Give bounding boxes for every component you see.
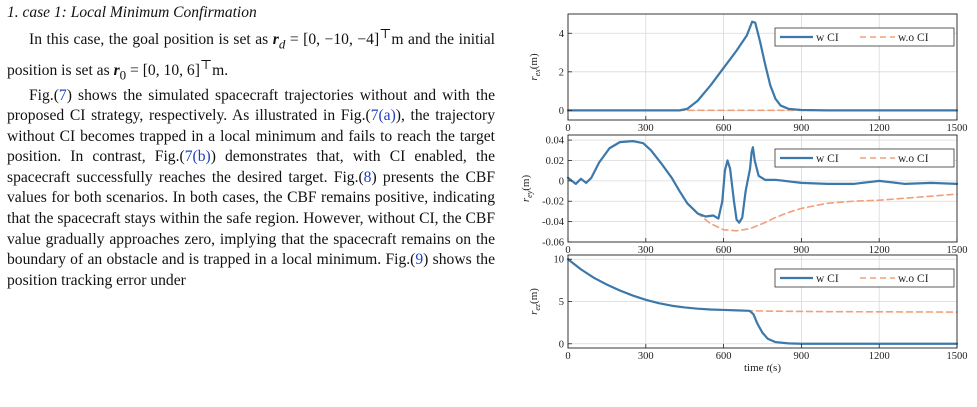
y-tick-label: 2 (559, 67, 564, 78)
figure-ref-9[interactable]: 9 (415, 251, 424, 269)
x-tick-label: 600 (716, 351, 732, 362)
paragraph-text: ) shows the position tracking error unde… (7, 251, 495, 289)
text-column: 1. case 1: Local Minimum Confirmation In… (7, 0, 495, 291)
x-tick-label: 0 (565, 123, 570, 134)
x-tick-label: 1500 (947, 351, 968, 362)
y-tick-label: 10 (554, 255, 565, 266)
initial-position-value: = [0, 10, 6] (126, 62, 200, 80)
paragraph-text: In this case, the goal position is set a… (29, 31, 273, 49)
transpose-symbol: ⊤ (199, 56, 213, 72)
x-tick-label: 900 (794, 123, 810, 134)
chart-panel-3: 0 300 600 900 1200 1500 10 5 0 rez(m) time t(s) w C… (528, 254, 968, 374)
y-tick-label: 4 (559, 29, 565, 40)
paragraph-results: Fig.(7) shows the simulated spacecraft t… (7, 86, 495, 291)
y-tick-label: 0 (559, 176, 564, 187)
subscript: 0 (119, 67, 127, 83)
legend: w CI w.o CI (774, 268, 955, 288)
legend-label-with-ci: w CI (816, 153, 839, 165)
series-line-with-ci (566, 258, 959, 345)
y-tick-label: 5 (559, 297, 564, 308)
x-tick-label: 600 (716, 123, 732, 134)
axes-frame (567, 13, 958, 121)
paragraph-text: ) presents the CBF values for both scena… (7, 168, 495, 269)
x-tick-label: 900 (794, 351, 810, 362)
tracking-error-figure: 0 300 600 900 1200 1500 0 2 4 rex(m) w CI w.o CI 0 30… (515, 0, 977, 402)
legend-label-without-ci: w.o CI (898, 32, 929, 44)
x-axis-label: time t(s) (744, 362, 781, 374)
series-line-with-ci (566, 20, 959, 112)
paragraph-text: ) shows the simulated spacecraft traject… (7, 86, 495, 125)
x-tick-label: 1200 (869, 123, 890, 134)
x-tick-label: 0 (565, 245, 570, 256)
legend: w CI w.o CI (774, 148, 955, 168)
figure-ref-7b[interactable]: 7(b) (184, 148, 211, 166)
goal-position-value: = [0, −10, −4] (285, 31, 380, 49)
y-tick-label: -0.06 (542, 238, 564, 249)
y-tick-label: -0.04 (542, 217, 565, 228)
chart-panel-2: 0 300 600 900 1200 1500 0.04 0.02 0 -0.02 -0.04 -0.… (520, 134, 968, 256)
paragraph-text: ) demonstrates that, with CI enabled, th… (7, 148, 495, 186)
x-tick-label: 300 (638, 123, 654, 134)
y-axis-label: rez(m) (528, 288, 542, 315)
x-tick-label: 300 (638, 351, 654, 362)
paragraph-text: Fig.( (29, 86, 59, 104)
figure-ref-7a[interactable]: 7(a) (370, 107, 396, 125)
x-tick-label: 900 (794, 245, 810, 256)
y-tick-label: 0 (559, 106, 564, 117)
figure-ref-8[interactable]: 8 (363, 168, 372, 186)
goal-position-symbol: r (272, 31, 279, 49)
subscript: d (278, 36, 286, 52)
series-line-with-ci (566, 140, 959, 224)
x-tick-label: 1200 (869, 351, 890, 362)
chart-panel-1: 0 300 600 900 1200 1500 0 2 4 rex(m) w CI w.o CI (528, 13, 968, 134)
axes-frame (567, 134, 958, 243)
x-tick-label: 600 (716, 245, 732, 256)
y-tick-label: -0.02 (542, 197, 564, 208)
paragraph-text: m and the initial position is set as (7, 31, 495, 80)
legend-label-without-ci: w.o CI (898, 153, 929, 165)
y-axis-label: rey(m) (520, 175, 534, 203)
legend-label-with-ci: w CI (816, 273, 839, 285)
initial-position-symbol: r (113, 62, 120, 80)
paragraph-text: ), the trajectory without CI becomes tra… (7, 107, 495, 166)
y-tick-label: 0.02 (546, 156, 564, 167)
section-heading: 1. case 1: Local Minimum Confirmation (7, 4, 257, 21)
figure-ref-7[interactable]: 7 (58, 86, 67, 104)
x-tick-label: 1500 (947, 123, 968, 134)
x-tick-label: 300 (638, 245, 654, 256)
transpose-symbol: ⊤ (379, 26, 392, 41)
legend-label-with-ci: w CI (816, 32, 839, 44)
chart-svg: 0 300 600 900 1200 1500 0 2 4 rex(m) w CI w.o CI 0 30… (520, 13, 968, 374)
legend: w CI w.o CI (774, 27, 955, 47)
y-tick-label: 0 (559, 339, 564, 350)
x-tick-label: 1500 (947, 245, 968, 256)
x-tick-label: 0 (565, 351, 570, 362)
legend-label-without-ci: w.o CI (898, 273, 929, 285)
paragraph-text: m. (212, 62, 229, 80)
x-tick-label: 1200 (869, 245, 890, 256)
y-axis-label: rex(m) (528, 53, 542, 81)
y-tick-label: 0.04 (546, 136, 565, 147)
paragraph-setup: In this case, the goal position is set a… (7, 24, 495, 86)
